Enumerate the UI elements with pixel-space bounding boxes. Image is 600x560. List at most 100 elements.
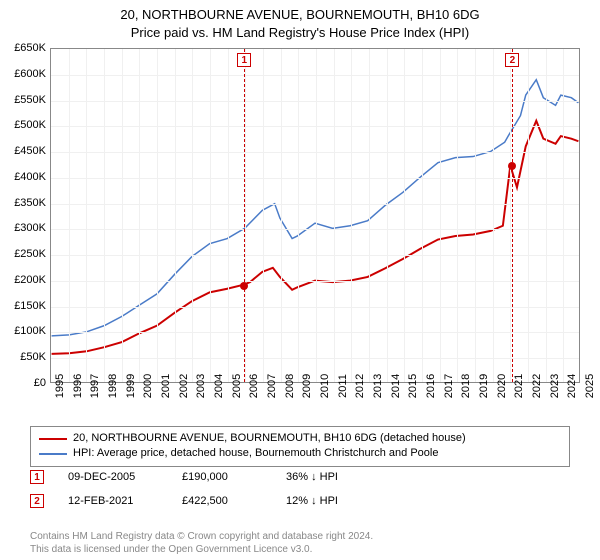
sale-price-2: £422,500 (182, 495, 262, 507)
sale-marker-1: 1 (30, 470, 44, 484)
x-tick-label: 2001 (160, 374, 172, 398)
x-tick-label: 2020 (496, 374, 508, 398)
series-line-property (52, 121, 579, 354)
sale-delta-2: 12% ↓ HPI (286, 495, 338, 507)
gridline-v (334, 49, 335, 382)
gridline-v (69, 49, 70, 382)
x-tick-label: 2004 (213, 374, 225, 398)
sale-date-2: 12-FEB-2021 (68, 495, 158, 507)
gridline-h (51, 307, 579, 308)
x-tick-label: 2003 (195, 374, 207, 398)
gridline-v (298, 49, 299, 382)
gridline-h (51, 229, 579, 230)
gridline-v (245, 49, 246, 382)
legend: 20, NORTHBOURNE AVENUE, BOURNEMOUTH, BH1… (30, 426, 570, 467)
y-tick-label: £600K (14, 68, 46, 80)
marker-box-2: 2 (505, 53, 519, 67)
x-tick-label: 1995 (54, 374, 66, 398)
title-address: 20, NORTHBOURNE AVENUE, BOURNEMOUTH, BH1… (0, 6, 600, 24)
gridline-v (104, 49, 105, 382)
legend-label-hpi: HPI: Average price, detached house, Bour… (73, 446, 438, 461)
gridline-v (510, 49, 511, 382)
y-tick-label: £150K (14, 300, 46, 312)
footer: Contains HM Land Registry data © Crown c… (30, 530, 373, 556)
x-tick-label: 2025 (584, 374, 596, 398)
gridline-v (369, 49, 370, 382)
gridline-h (51, 152, 579, 153)
x-tick-label: 2017 (443, 374, 455, 398)
gridline-v (457, 49, 458, 382)
gridline-h (51, 126, 579, 127)
gridline-v (546, 49, 547, 382)
gridline-v (263, 49, 264, 382)
y-tick-label: £550K (14, 94, 46, 106)
footer-line-1: Contains HM Land Registry data © Crown c… (30, 530, 373, 543)
y-tick-label: £350K (14, 197, 46, 209)
y-tick-label: £100K (14, 325, 46, 337)
x-tick-label: 2005 (231, 374, 243, 398)
x-tick-label: 2002 (178, 374, 190, 398)
gridline-v (493, 49, 494, 382)
x-tick-label: 2009 (301, 374, 313, 398)
x-tick-label: 1996 (72, 374, 84, 398)
x-tick-label: 2011 (337, 374, 349, 398)
x-tick-label: 2010 (319, 374, 331, 398)
x-tick-label: 2023 (549, 374, 561, 398)
gridline-v (192, 49, 193, 382)
title-subtitle: Price paid vs. HM Land Registry's House … (0, 24, 600, 42)
gridline-h (51, 75, 579, 76)
gridline-h (51, 178, 579, 179)
legend-swatch-property (39, 438, 67, 440)
gridline-h (51, 281, 579, 282)
gridline-v (563, 49, 564, 382)
x-tick-label: 1998 (107, 374, 119, 398)
gridline-v (475, 49, 476, 382)
y-tick-label: £200K (14, 274, 46, 286)
x-tick-label: 2021 (513, 374, 525, 398)
footer-line-2: This data is licensed under the Open Gov… (30, 543, 373, 556)
gridline-v (351, 49, 352, 382)
x-tick-label: 2014 (390, 374, 402, 398)
sale-row-1: 1 09-DEC-2005 £190,000 36% ↓ HPI (30, 470, 338, 484)
x-tick-label: 2013 (372, 374, 384, 398)
gridline-v (228, 49, 229, 382)
gridline-h (51, 255, 579, 256)
x-tick-label: 2006 (248, 374, 260, 398)
x-tick-label: 2012 (354, 374, 366, 398)
gridline-v (139, 49, 140, 382)
gridline-h (51, 358, 579, 359)
series-line-hpi (52, 80, 579, 336)
x-tick-label: 2024 (566, 374, 578, 398)
gridline-v (86, 49, 87, 382)
x-tick-label: 2018 (460, 374, 472, 398)
marker-box-1: 1 (237, 53, 251, 67)
title-block: 20, NORTHBOURNE AVENUE, BOURNEMOUTH, BH1… (0, 0, 600, 42)
sale-date-1: 09-DEC-2005 (68, 471, 158, 483)
chart-plot-area: 12 (50, 48, 580, 383)
gridline-v (528, 49, 529, 382)
gridline-v (440, 49, 441, 382)
gridline-h (51, 204, 579, 205)
marker-vline-1 (244, 49, 245, 382)
sale-price-1: £190,000 (182, 471, 262, 483)
x-tick-label: 1997 (89, 374, 101, 398)
chart-container: 20, NORTHBOURNE AVENUE, BOURNEMOUTH, BH1… (0, 0, 600, 560)
gridline-v (281, 49, 282, 382)
gridline-v (175, 49, 176, 382)
y-tick-label: £50K (20, 351, 46, 363)
sale-marker-2: 2 (30, 494, 44, 508)
marker-dot-1 (240, 282, 248, 290)
x-tick-label: 1999 (125, 374, 137, 398)
sale-row-2: 2 12-FEB-2021 £422,500 12% ↓ HPI (30, 494, 338, 508)
x-tick-label: 2022 (531, 374, 543, 398)
x-tick-label: 2008 (284, 374, 296, 398)
gridline-v (316, 49, 317, 382)
x-tick-label: 2016 (425, 374, 437, 398)
x-tick-label: 2019 (478, 374, 490, 398)
x-tick-label: 2015 (407, 374, 419, 398)
legend-row-hpi: HPI: Average price, detached house, Bour… (39, 446, 561, 461)
x-tick-label: 2007 (266, 374, 278, 398)
gridline-h (51, 101, 579, 102)
y-tick-label: £500K (14, 119, 46, 131)
gridline-v (422, 49, 423, 382)
